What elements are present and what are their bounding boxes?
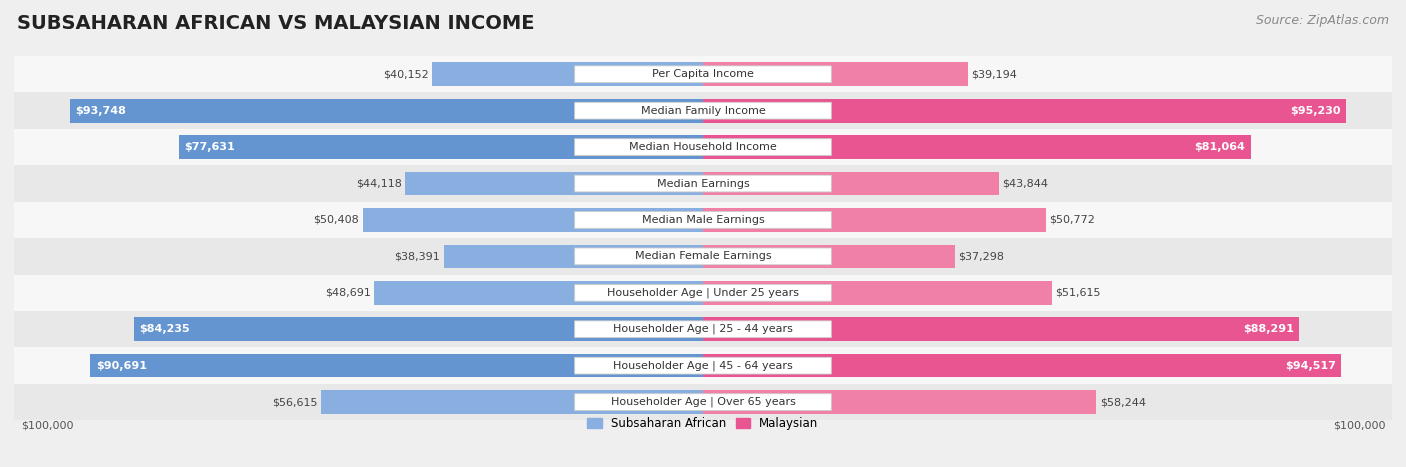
Bar [703,318,1299,341]
FancyBboxPatch shape [575,212,831,228]
Text: $95,230: $95,230 [1291,106,1341,116]
Text: $88,291: $88,291 [1243,324,1294,334]
Bar [703,63,967,86]
Text: Per Capita Income: Per Capita Income [652,69,754,79]
FancyBboxPatch shape [575,175,831,192]
FancyBboxPatch shape [14,92,1392,129]
Bar [703,99,1346,122]
Text: Householder Age | Under 25 years: Householder Age | Under 25 years [607,288,799,298]
FancyBboxPatch shape [14,275,1392,311]
FancyBboxPatch shape [575,248,831,265]
Bar [703,245,955,268]
FancyBboxPatch shape [14,129,1392,165]
Bar [703,281,1052,304]
FancyBboxPatch shape [14,238,1392,275]
Text: $56,615: $56,615 [271,397,318,407]
Text: Median Household Income: Median Household Income [628,142,778,152]
Text: SUBSAHARAN AFRICAN VS MALAYSIAN INCOME: SUBSAHARAN AFRICAN VS MALAYSIAN INCOME [17,14,534,33]
Text: $81,064: $81,064 [1194,142,1246,152]
Text: $77,631: $77,631 [184,142,235,152]
Text: Householder Age | Over 65 years: Householder Age | Over 65 years [610,397,796,407]
Bar [70,99,703,122]
Bar [703,354,1341,377]
Text: $50,408: $50,408 [314,215,359,225]
Text: Median Male Earnings: Median Male Earnings [641,215,765,225]
Legend: Subsaharan African, Malaysian: Subsaharan African, Malaysian [582,412,824,434]
Text: $44,118: $44,118 [356,178,402,189]
Bar [134,318,703,341]
Bar [444,245,703,268]
Bar [703,390,1097,414]
Text: $43,844: $43,844 [1002,178,1049,189]
Text: $93,748: $93,748 [75,106,127,116]
Bar [321,390,703,414]
Text: $51,615: $51,615 [1054,288,1101,298]
Text: $50,772: $50,772 [1049,215,1095,225]
Text: $37,298: $37,298 [959,251,1004,262]
Bar [703,135,1250,159]
Text: $100,000: $100,000 [1333,420,1385,430]
Bar [90,354,703,377]
FancyBboxPatch shape [14,311,1392,347]
Text: Median Earnings: Median Earnings [657,178,749,189]
FancyBboxPatch shape [14,56,1392,92]
Text: Median Female Earnings: Median Female Earnings [634,251,772,262]
Text: $100,000: $100,000 [21,420,73,430]
FancyBboxPatch shape [14,165,1392,202]
Text: $40,152: $40,152 [382,69,429,79]
Bar [703,172,1000,195]
FancyBboxPatch shape [14,202,1392,238]
FancyBboxPatch shape [575,139,831,156]
Text: $38,391: $38,391 [395,251,440,262]
Text: $94,517: $94,517 [1285,361,1336,371]
Bar [703,208,1046,232]
Text: Median Family Income: Median Family Income [641,106,765,116]
Text: $58,244: $58,244 [1099,397,1146,407]
Text: $48,691: $48,691 [325,288,371,298]
Text: $39,194: $39,194 [972,69,1017,79]
FancyBboxPatch shape [14,384,1392,420]
Bar [374,281,703,304]
Bar [179,135,703,159]
FancyBboxPatch shape [575,284,831,301]
Bar [405,172,703,195]
Text: Source: ZipAtlas.com: Source: ZipAtlas.com [1256,14,1389,27]
FancyBboxPatch shape [575,357,831,374]
Text: $84,235: $84,235 [139,324,190,334]
FancyBboxPatch shape [575,102,831,119]
FancyBboxPatch shape [14,347,1392,384]
FancyBboxPatch shape [575,394,831,410]
FancyBboxPatch shape [575,66,831,83]
Bar [432,63,703,86]
Bar [363,208,703,232]
Text: Householder Age | 45 - 64 years: Householder Age | 45 - 64 years [613,361,793,371]
Text: $90,691: $90,691 [96,361,146,371]
FancyBboxPatch shape [575,321,831,338]
Text: Householder Age | 25 - 44 years: Householder Age | 25 - 44 years [613,324,793,334]
